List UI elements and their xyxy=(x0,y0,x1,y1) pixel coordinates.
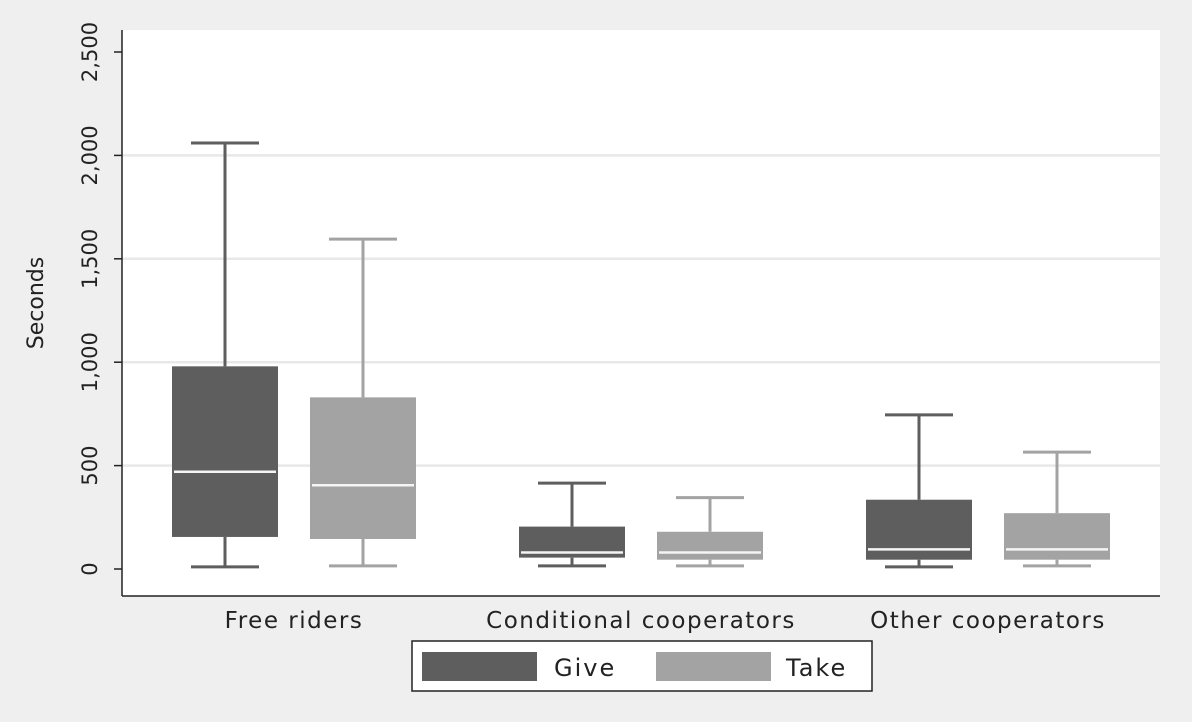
boxes xyxy=(172,141,1110,569)
category-label: Other cooperators xyxy=(870,608,1106,634)
y-tick-label: 0 xyxy=(78,562,102,575)
box-give-1 xyxy=(172,141,278,569)
box-take-3 xyxy=(1004,450,1110,568)
legend-label-give: Give xyxy=(554,654,616,682)
y-axis-label: Seconds xyxy=(24,257,49,349)
y-tick-label: 2,500 xyxy=(78,22,102,82)
category-labels: Free riders Conditional cooperators Other … xyxy=(225,608,1106,634)
box-iqr xyxy=(866,499,972,560)
y-tick-label: 500 xyxy=(78,446,102,486)
box-iqr xyxy=(657,531,763,560)
box-iqr xyxy=(1004,513,1110,560)
y-tick-label: 2,000 xyxy=(78,125,102,185)
category-label: Conditional cooperators xyxy=(486,608,796,634)
legend-label-take: Take xyxy=(785,654,847,682)
box-give-3 xyxy=(866,413,972,569)
category-label: Free riders xyxy=(225,608,364,634)
box-iqr xyxy=(172,366,278,537)
legend-swatch-take xyxy=(656,652,771,681)
box-give-2 xyxy=(519,481,625,568)
box-take-1 xyxy=(310,237,416,568)
box-iqr xyxy=(310,397,416,540)
grid-lines xyxy=(122,154,1160,467)
y-tick-label: 1,500 xyxy=(78,229,102,289)
legend-swatch-give xyxy=(422,652,537,681)
y-tick-label: 1,000 xyxy=(78,332,102,392)
plot-area xyxy=(122,30,1160,596)
legend: Give Take xyxy=(411,640,873,692)
y-ticks: 0 500 1,000 1,500 2,000 2,500 xyxy=(78,22,122,576)
box-take-2 xyxy=(657,496,763,568)
